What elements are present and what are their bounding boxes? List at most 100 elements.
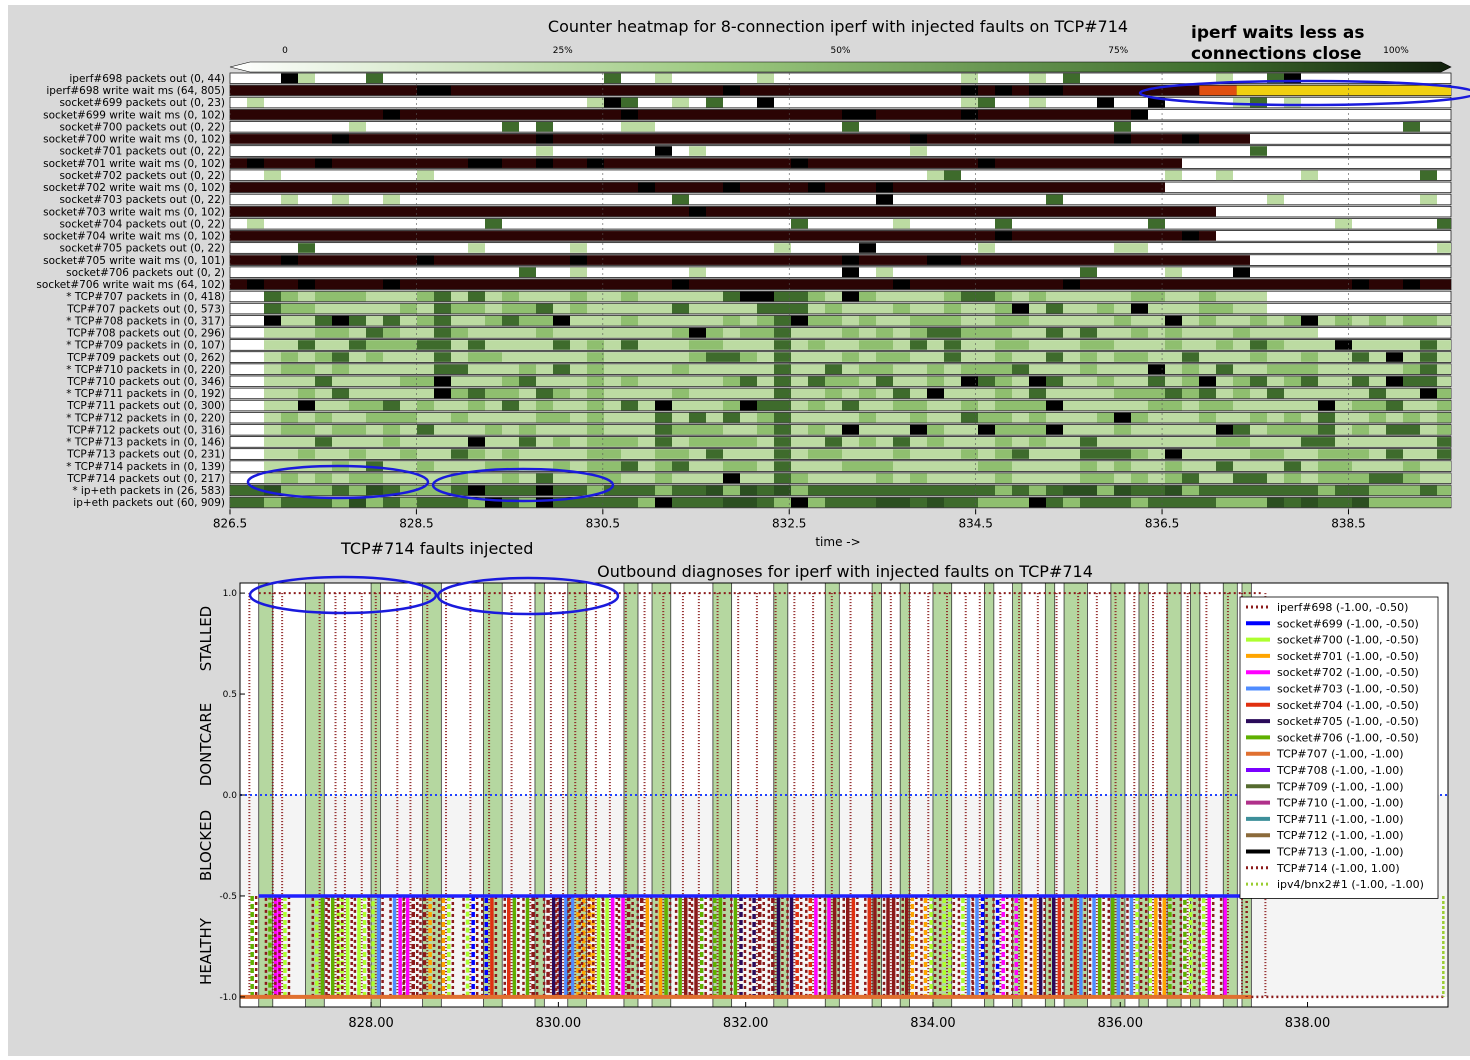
heatmap-cell: [689, 473, 706, 483]
heatmap-cell: [944, 498, 961, 508]
heatmap-row: [230, 243, 1451, 254]
heatmap-cell: [451, 231, 468, 241]
heatmap-cell: [315, 292, 332, 302]
heatmap-cell: [502, 231, 519, 241]
heatmap-cell: [621, 449, 638, 459]
heatmap-cell: [1352, 340, 1369, 350]
heatmap-cell: [706, 389, 723, 399]
heatmap-cell: [349, 304, 366, 314]
heatmap-cell: [366, 473, 383, 483]
heatmap-cell: [791, 183, 808, 193]
heatmap-cell: [876, 86, 893, 96]
heatmap-cell: [417, 207, 434, 217]
heatmap-cell: [281, 437, 298, 447]
heatmap-cell: [1012, 134, 1029, 144]
heatmap-cell: [570, 352, 587, 362]
heatmap-cell: [451, 352, 468, 362]
heatmap-row-label: * TCP#709 packets in (0, 107): [66, 340, 225, 352]
heatmap-cell: [570, 401, 587, 411]
heatmap-cell: [451, 255, 468, 265]
heatmap-cell: [740, 328, 757, 338]
heatmap-cell: [655, 280, 672, 290]
heatmap-cell: [332, 364, 349, 374]
heatmap-cell: [1267, 328, 1284, 338]
heatmap-cell: [689, 86, 706, 96]
heatmap-cell: [1318, 364, 1335, 374]
heatmap-cell: [655, 304, 672, 314]
heatmap-cell: [1386, 377, 1403, 387]
heatmap-cell: [468, 377, 485, 387]
heatmap-cell: [706, 110, 723, 120]
heatmap-x-tick-label: 836.5: [1145, 516, 1179, 530]
heatmap-cell: [502, 364, 519, 374]
heatmap-cell: [553, 328, 570, 338]
heatmap-cell: [1080, 340, 1097, 350]
heatmap-cell: [978, 389, 995, 399]
heatmap-cell: [485, 352, 502, 362]
heatmap-cell: [553, 304, 570, 314]
heatmap-cell: [757, 437, 774, 447]
heatmap-cell: [1216, 170, 1233, 180]
heatmap-cell: [1182, 364, 1199, 374]
heatmap-cell: [876, 183, 893, 193]
heatmap-cell: [553, 449, 570, 459]
heatmap-cell: [298, 498, 315, 508]
heatmap-cell: [519, 389, 536, 399]
heatmap-cell: [1182, 231, 1199, 241]
heatmap-cell: [604, 110, 621, 120]
heatmap-cell: [570, 437, 587, 447]
heatmap-cell: [400, 86, 417, 96]
heatmap-cell: [451, 425, 468, 435]
heatmap-cell: [1063, 449, 1080, 459]
heatmap-cell: [604, 292, 621, 302]
heatmap-cell: [672, 292, 689, 302]
heatmap-cell: [706, 231, 723, 241]
heatmap-cell: [825, 280, 842, 290]
heatmap-cell: [264, 328, 281, 338]
heatmap-cell: [876, 304, 893, 314]
heatmap-cell: [1318, 340, 1335, 350]
heatmap-cell: [723, 364, 740, 374]
heatmap-row: [230, 328, 1451, 339]
heatmap-cell: [1250, 316, 1267, 326]
heatmap-cell: [774, 352, 791, 362]
heatmap-row: [230, 388, 1451, 399]
heatmap-cell: [927, 425, 944, 435]
heatmap-cell: [740, 304, 757, 314]
heatmap-cell: [485, 377, 502, 387]
heatmap-cell: [349, 158, 366, 168]
heatmap-cell: [825, 183, 842, 193]
heatmap-cell: [1267, 340, 1284, 350]
heatmap-cell: [1284, 377, 1301, 387]
heatmap-cell: [1114, 207, 1131, 217]
heatmap-cell: [1131, 183, 1148, 193]
heatmap-cell: [791, 401, 808, 411]
heatmap-cell: [740, 280, 757, 290]
heatmap-cell: [1182, 437, 1199, 447]
heatmap-cell: [1233, 449, 1250, 459]
diagnoses-y-tick-label: 0.5: [223, 690, 237, 700]
heatmap-cell: [587, 158, 604, 168]
heatmap-cell: [587, 364, 604, 374]
heatmap-cell: [570, 364, 587, 374]
heatmap-row: [230, 449, 1451, 460]
heatmap-cell: [1182, 389, 1199, 399]
heatmap-row: [230, 121, 1451, 132]
heatmap-cell: [1012, 86, 1029, 96]
heatmap-cell: [1012, 304, 1029, 314]
heatmap-cell: [859, 328, 876, 338]
heatmap-cell: [451, 316, 468, 326]
heatmap-cell: [689, 146, 706, 156]
heatmap-cell: [1131, 328, 1148, 338]
heatmap-cell: [281, 280, 298, 290]
heatmap-cell: [1080, 86, 1097, 96]
heatmap-row: [230, 437, 1451, 448]
heatmap-cell: [1267, 461, 1284, 471]
heatmap-cell: [434, 231, 451, 241]
heatmap-cell: [672, 98, 689, 108]
heatmap-cell: [383, 280, 400, 290]
heatmap-cell: [689, 498, 706, 508]
heatmap-cell: [1369, 413, 1386, 423]
heatmap-cell: [774, 86, 791, 96]
heatmap-cell: [621, 377, 638, 387]
